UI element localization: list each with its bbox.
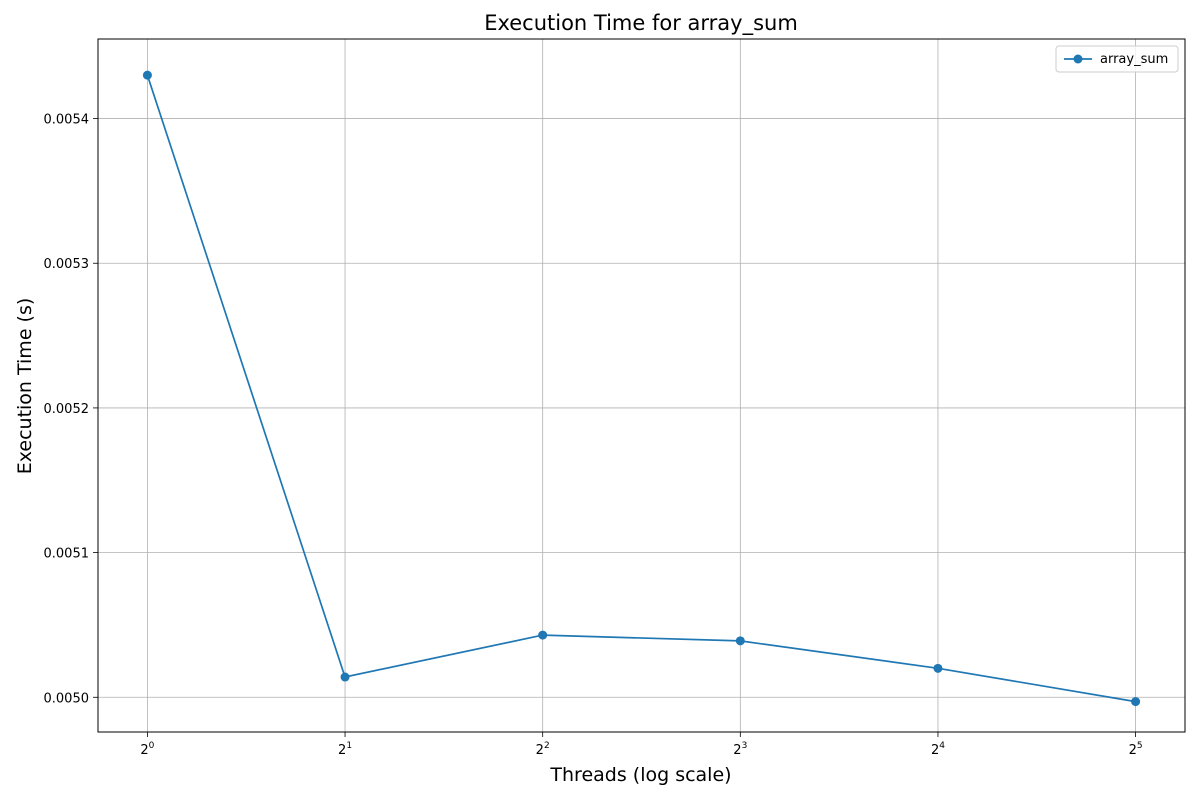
data-point: [1131, 697, 1141, 707]
axis-ticks: 20 21 22 23 24 25 0.0050 0.0051 0.0052 0.0053 0.00…: [44, 113, 1143, 758]
x-tick-label: 20: [140, 741, 154, 758]
y-tick-label: 0.0051: [44, 547, 90, 562]
legend-box: [1055, 45, 1179, 73]
data-point: [340, 672, 350, 682]
legend: array_sum: [1055, 45, 1179, 73]
y-axis-label: Execution Time (s): [14, 298, 36, 475]
y-tick-label: 0.0054: [44, 113, 90, 128]
y-tick-label: 0.0052: [44, 402, 90, 417]
series-layer: [142, 70, 1141, 707]
series-line-array_sum: [146, 74, 1136, 703]
data-point: [142, 70, 152, 80]
x-tick-label: 24: [931, 741, 945, 758]
legend-label: array_sum: [1100, 52, 1168, 67]
legend-marker: [1073, 54, 1083, 64]
y-tick-label: 0.0050: [44, 691, 90, 706]
x-axis-label: Threads (log scale): [549, 764, 731, 786]
x-tick-label: 25: [1129, 741, 1143, 758]
grid: [98, 39, 1185, 732]
plot-area-frame: [97, 38, 1186, 733]
data-point: [735, 636, 745, 646]
x-tick-label: 22: [536, 741, 550, 758]
y-tick-label: 0.0053: [44, 257, 90, 272]
x-tick-label: 21: [338, 741, 352, 758]
x-tick-label: 23: [733, 741, 747, 758]
data-point: [933, 663, 943, 673]
data-point: [538, 630, 548, 640]
chart-title: Execution Time for array_sum: [484, 11, 798, 36]
